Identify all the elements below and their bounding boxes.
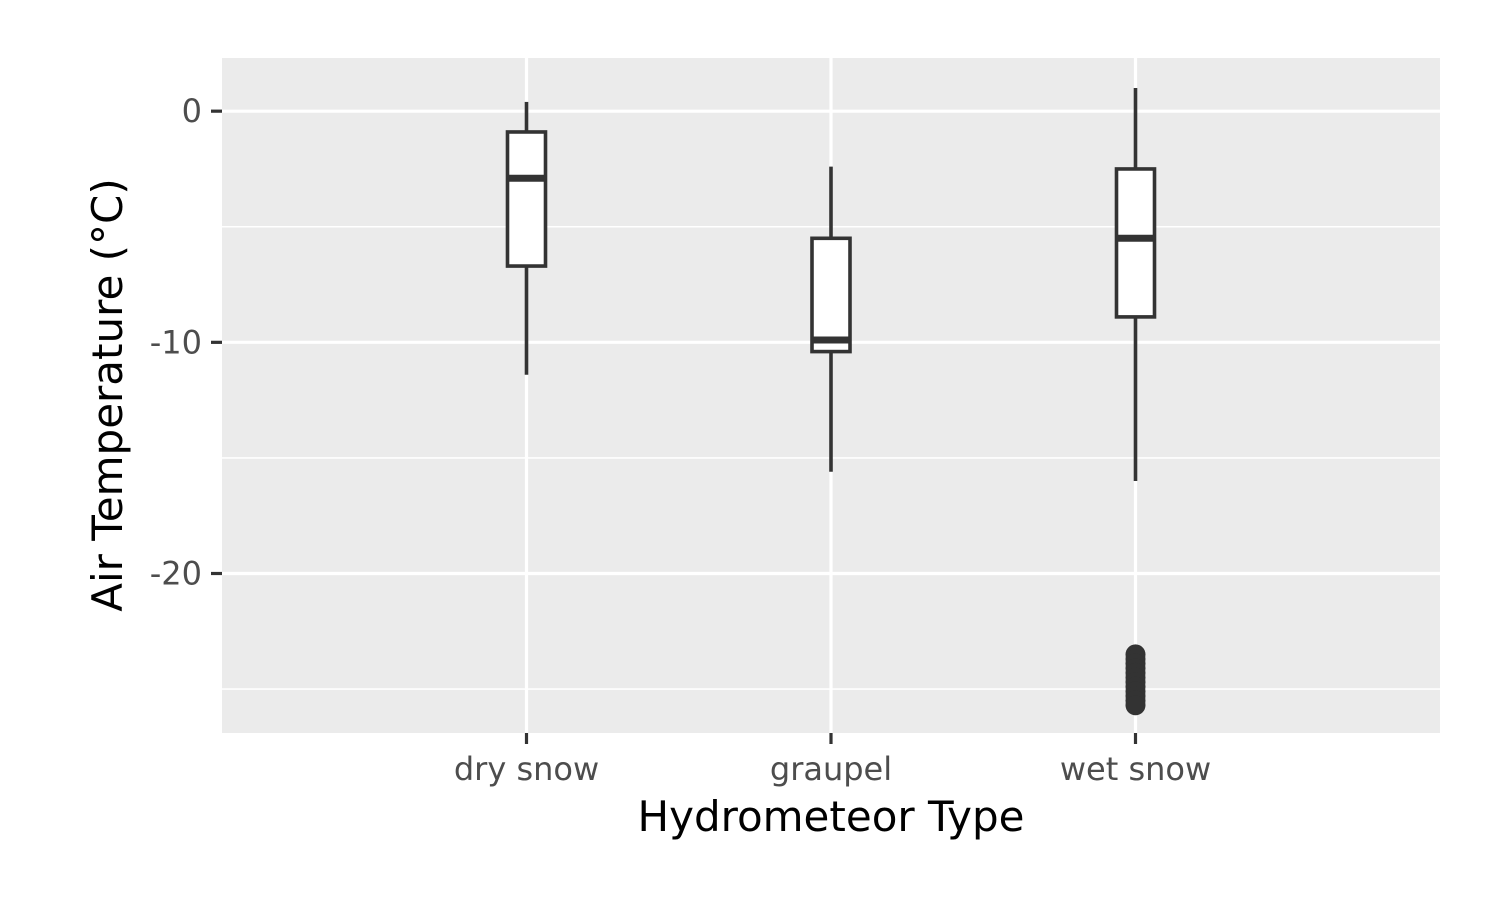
y-tick-label: -10 <box>150 323 202 361</box>
box-group-dry-snow <box>505 101 548 375</box>
x-tick-label: dry snow <box>454 750 599 788</box>
box-group-wet-snow <box>1114 88 1157 716</box>
x-axis-title: Hydrometeor Type <box>638 792 1025 841</box>
x-axis: dry snow graupel wet snow <box>454 733 1211 788</box>
y-tick-label: -20 <box>150 554 202 592</box>
boxes-layer <box>505 88 1157 716</box>
box-iqr <box>810 236 852 354</box>
box-iqr <box>505 130 548 268</box>
box-group-graupel <box>810 166 852 472</box>
box-iqr <box>1114 167 1157 319</box>
y-axis-title: Air Temperature (°C) <box>83 178 132 612</box>
y-axis: 0 -10 -20 <box>150 92 222 592</box>
x-tick-label: graupel <box>770 750 892 788</box>
y-tick-label: 0 <box>182 92 202 130</box>
x-tick-label: wet snow <box>1060 750 1211 788</box>
outlier-point <box>1125 695 1146 716</box>
